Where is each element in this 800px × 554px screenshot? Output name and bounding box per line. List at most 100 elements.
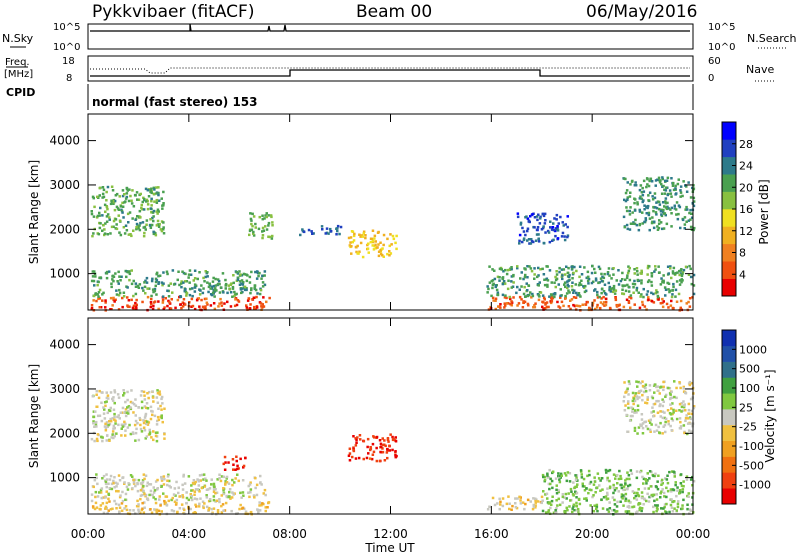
heatmap-cell <box>551 239 554 242</box>
heatmap-cell <box>176 278 179 282</box>
colorbar-segment <box>722 345 736 362</box>
heatmap-cell <box>108 216 111 219</box>
heatmap-cell <box>154 508 157 512</box>
heatmap-cell <box>597 281 600 285</box>
heatmap-cell <box>611 496 615 499</box>
heatmap-cell <box>648 384 652 387</box>
heatmap-cell <box>162 202 165 205</box>
heatmap-cell <box>494 307 497 311</box>
heatmap-cell <box>555 499 558 502</box>
heatmap-cell <box>670 429 673 432</box>
heatmap-cell <box>137 505 140 508</box>
heatmap-cell <box>189 493 192 496</box>
heatmap-cell <box>553 281 556 284</box>
heatmap-cell <box>126 398 129 402</box>
heatmap-cell <box>662 274 665 277</box>
heatmap-cell <box>218 282 221 286</box>
heatmap-cell <box>667 288 670 291</box>
heatmap-cell <box>137 198 141 201</box>
heatmap-cell <box>486 291 489 294</box>
heatmap-cell <box>635 476 639 480</box>
heatmap-cell <box>122 216 125 219</box>
heatmap-cell <box>144 412 148 416</box>
colorbar-tick-label: 25 <box>739 401 753 414</box>
heatmap-cell <box>658 203 662 206</box>
heatmap-cell <box>156 219 160 223</box>
heatmap-cell <box>632 505 636 508</box>
heatmap-cell <box>101 436 104 439</box>
heatmap-cell <box>585 497 588 500</box>
heatmap-cell <box>634 494 638 498</box>
heatmap-cell <box>145 223 148 226</box>
heatmap-cell <box>518 239 521 243</box>
heatmap-cell <box>126 270 129 274</box>
heatmap-cell <box>95 389 98 393</box>
cpid-text: normal (fast stereo) 153 <box>92 95 258 109</box>
heatmap-cell <box>111 433 114 436</box>
heatmap-cell <box>112 481 115 485</box>
heatmap-cell <box>641 398 644 402</box>
heatmap-cell <box>154 501 158 505</box>
heatmap-cell <box>174 306 177 310</box>
heatmap-cell <box>692 273 696 277</box>
heatmap-cell <box>353 232 356 236</box>
heatmap-cell <box>516 266 519 270</box>
heatmap-cell <box>152 230 155 234</box>
heatmap-cell <box>682 387 685 390</box>
freq-trace <box>90 69 690 77</box>
heatmap-cell <box>216 278 220 281</box>
heatmap-cell <box>105 199 108 202</box>
heatmap-cell <box>510 275 514 278</box>
heatmap-cell <box>540 228 544 231</box>
heatmap-cell <box>673 475 676 478</box>
heatmap-cell <box>601 287 604 290</box>
heatmap-cell <box>180 280 183 283</box>
heatmap-cell <box>498 276 501 279</box>
heatmap-cell <box>157 300 160 303</box>
heatmap-cell <box>647 194 650 197</box>
heatmap-cell <box>208 499 212 502</box>
heatmap-cell <box>679 299 683 303</box>
heatmap-cell <box>206 303 209 306</box>
heatmap-cell <box>676 505 680 509</box>
heatmap-cell <box>568 480 572 483</box>
heatmap-cell <box>529 267 533 270</box>
heatmap-cell <box>127 233 131 236</box>
heatmap-cell <box>142 484 145 488</box>
heatmap-cell <box>96 214 100 218</box>
heatmap-cell <box>112 436 115 440</box>
heatmap-cell <box>93 507 97 511</box>
heatmap-cell <box>152 486 155 489</box>
heatmap-cell <box>118 495 122 499</box>
heatmap-cell <box>144 493 148 497</box>
heatmap-cell <box>511 504 514 508</box>
heatmap-cell <box>512 281 515 284</box>
heatmap-cell <box>627 301 631 304</box>
heatmap-cell <box>640 509 643 513</box>
heatmap-cell <box>367 452 370 455</box>
heatmap-cell <box>96 414 100 418</box>
heatmap-cell <box>651 406 654 409</box>
heatmap-cell <box>535 215 539 218</box>
heatmap-cell <box>112 396 115 399</box>
heatmap-cell <box>496 502 499 505</box>
heatmap-cell <box>214 492 217 495</box>
heatmap-cell <box>205 297 208 300</box>
heatmap-cell <box>598 281 601 284</box>
heatmap-cell <box>690 409 694 413</box>
heatmap-cell <box>150 297 153 301</box>
heatmap-cell <box>219 297 222 301</box>
heatmap-cell <box>628 483 632 487</box>
heatmap-cell <box>121 499 125 503</box>
heatmap-cell <box>207 508 210 512</box>
x-tick-label: 12:00 <box>373 527 408 541</box>
heatmap-cell <box>145 281 149 284</box>
heatmap-cell <box>105 485 108 489</box>
heatmap-cell <box>571 288 574 292</box>
heatmap-cell <box>553 217 556 220</box>
heatmap-cell <box>212 482 216 486</box>
heatmap-cell <box>640 491 644 494</box>
heatmap-cell <box>527 304 530 307</box>
heatmap-cell <box>144 228 147 231</box>
heatmap-cell <box>654 265 657 268</box>
